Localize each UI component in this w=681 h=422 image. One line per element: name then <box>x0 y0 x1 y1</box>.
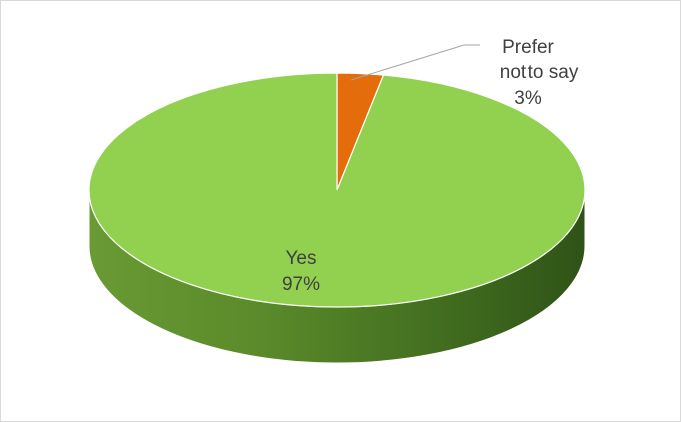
label-leader-line <box>350 44 480 81</box>
label-prefer-value: 3% <box>514 88 542 109</box>
label-prefer-line2b: to say <box>528 62 579 83</box>
label-yes-value: 97% <box>282 274 320 295</box>
pie-slice-yes <box>88 72 586 308</box>
label-prefer-line1: Prefer <box>502 37 554 58</box>
label-yes-name: Yes <box>286 248 317 269</box>
label-prefer-line2a: not <box>500 62 527 83</box>
